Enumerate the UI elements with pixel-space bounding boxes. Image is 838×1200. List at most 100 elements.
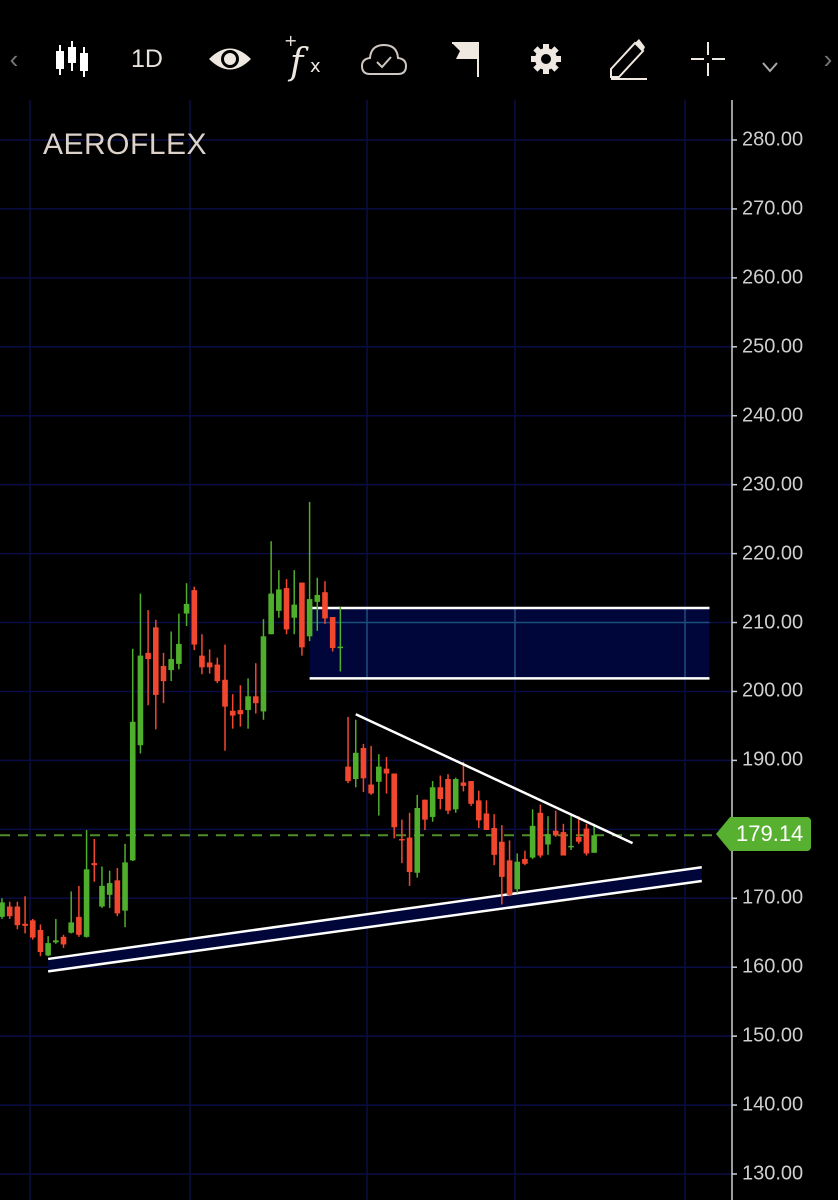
candle-body <box>575 836 582 842</box>
candle-body <box>53 940 59 943</box>
interval-label: 1D <box>131 44 163 73</box>
zone-rectangle <box>309 608 710 679</box>
candle-body <box>291 604 298 618</box>
candle-body <box>452 779 459 810</box>
interval-button[interactable]: 1D <box>122 20 172 98</box>
price-axis-label: 210.00 <box>742 611 804 634</box>
chevron-down-icon <box>762 62 778 73</box>
price-axis-label: 130.00 <box>742 1162 804 1185</box>
candle-body <box>437 787 444 800</box>
visibility-button[interactable] <box>206 20 254 98</box>
candle-body <box>283 588 290 630</box>
settings-button[interactable] <box>527 20 565 98</box>
candle-body <box>276 589 282 611</box>
candle-body <box>552 830 559 836</box>
candle-body <box>22 923 28 926</box>
candle-body <box>222 679 228 707</box>
candle-body <box>460 782 467 786</box>
candle-body <box>399 838 405 841</box>
price-axis-label: 190.00 <box>742 748 804 771</box>
cloud-save-button[interactable] <box>360 20 408 98</box>
candle-body <box>45 943 51 956</box>
price-axis-label: 270.00 <box>742 197 804 220</box>
symbol-title: AEROFLEX <box>43 128 208 161</box>
candle-body <box>183 603 190 614</box>
candle-body <box>591 835 597 853</box>
candle-body <box>214 664 221 682</box>
channel-lower-line <box>47 879 702 973</box>
candle-body <box>514 861 521 890</box>
candle-body <box>60 936 67 945</box>
svg-text:x: x <box>310 56 321 77</box>
last-price-tag: 179.14 <box>716 817 812 851</box>
price-axis-label: 200.00 <box>742 679 804 702</box>
chevron-right-icon: › <box>823 43 833 74</box>
cloud-check-icon <box>360 43 408 75</box>
candle-body <box>483 813 490 831</box>
candle-body <box>306 599 313 637</box>
scroll-left-button[interactable]: ‹ <box>4 20 24 98</box>
candle-body <box>145 652 151 660</box>
candle-body <box>499 841 505 877</box>
candle-body <box>237 710 244 715</box>
drawing-tools-button[interactable] <box>606 20 650 98</box>
candle-body <box>406 837 413 873</box>
svg-text:+: + <box>284 34 297 50</box>
candle-body <box>29 920 36 938</box>
candle-body <box>314 594 321 602</box>
price-axis-label: 280.00 <box>742 128 804 151</box>
candle-body <box>83 869 90 937</box>
price-axis-label: 250.00 <box>742 335 804 358</box>
candle-body <box>6 906 13 917</box>
price-axis-label: 160.00 <box>742 955 804 978</box>
candle-body <box>445 779 451 811</box>
candle-body <box>199 655 205 668</box>
candle-body <box>368 784 374 794</box>
candle-body <box>568 845 574 848</box>
candle-body <box>106 883 113 895</box>
price-axis-label: 170.00 <box>742 886 804 909</box>
candle-body <box>545 834 551 845</box>
candle-body <box>299 582 305 648</box>
candle-body <box>260 636 267 712</box>
candle-body <box>252 696 259 704</box>
candle-body <box>422 799 428 820</box>
candle-body <box>129 721 136 861</box>
candle-body <box>537 812 544 856</box>
candle-body <box>337 646 344 649</box>
descending-trendline <box>355 713 634 845</box>
candle-body <box>14 906 21 926</box>
candle-body <box>414 807 421 873</box>
crosshair-icon <box>691 42 725 76</box>
chart-type-button[interactable] <box>50 20 94 98</box>
candle-body <box>529 825 536 858</box>
indicators-button[interactable]: + f x <box>282 20 328 98</box>
candle-body <box>245 696 251 711</box>
price-axis-label: 150.00 <box>742 1024 804 1047</box>
candle-body <box>468 781 474 804</box>
candle-body <box>491 827 497 855</box>
candle-body <box>329 617 336 649</box>
eye-icon <box>209 48 251 70</box>
candle-body <box>160 665 167 682</box>
flag-icon <box>452 42 479 77</box>
candle-body <box>91 863 98 866</box>
candle-body <box>376 766 382 782</box>
channel-upper-line <box>47 866 702 961</box>
candle-body <box>229 710 236 716</box>
channel-fill <box>48 867 702 972</box>
candlestick-icon <box>56 41 88 77</box>
crosshair-button[interactable] <box>688 20 728 98</box>
flag-button[interactable] <box>448 20 484 98</box>
more-button[interactable] <box>758 20 782 98</box>
price-axis-label: 220.00 <box>742 542 804 565</box>
last-price-value: 179.14 <box>730 817 812 851</box>
pencil-icon <box>610 39 647 80</box>
candle-body <box>429 787 436 817</box>
candle-body <box>206 662 213 668</box>
candle-body <box>383 768 390 774</box>
candle-body <box>114 880 121 914</box>
scroll-right-button[interactable]: › <box>818 20 838 98</box>
candle-body <box>506 860 513 895</box>
